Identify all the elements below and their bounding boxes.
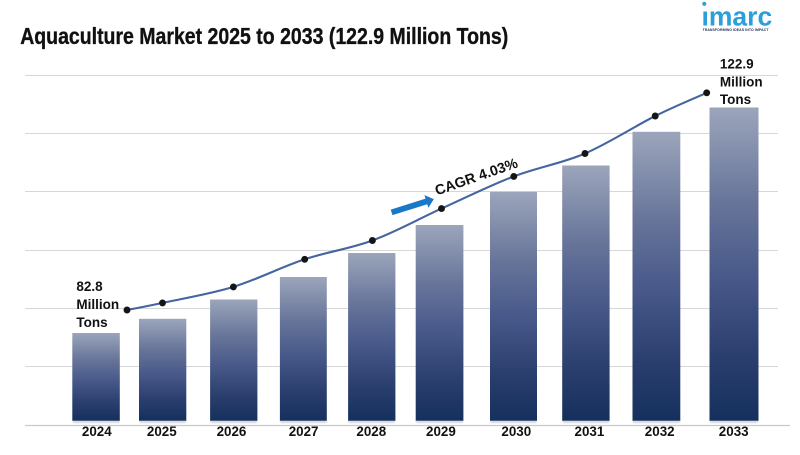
svg-text:2024: 2024 xyxy=(82,424,112,439)
svg-text:82.8: 82.8 xyxy=(76,279,103,294)
svg-text:Million: Million xyxy=(76,297,119,312)
svg-text:2031: 2031 xyxy=(575,424,605,439)
svg-text:2033: 2033 xyxy=(719,424,749,439)
svg-text:122.9: 122.9 xyxy=(720,57,754,72)
svg-text:Aquaculture Market 2025 to 203: Aquaculture Market 2025 to 2033 (122.9 M… xyxy=(20,25,508,50)
svg-text:2029: 2029 xyxy=(426,424,456,439)
svg-text:Tons: Tons xyxy=(720,92,751,107)
svg-text:2025: 2025 xyxy=(147,424,177,439)
svg-text:TRANSFORMING IDEAS INTO IMPACT: TRANSFORMING IDEAS INTO IMPACT xyxy=(703,28,770,32)
svg-text:Tons: Tons xyxy=(76,315,107,330)
svg-text:2032: 2032 xyxy=(645,424,675,439)
svg-text:2028: 2028 xyxy=(356,424,386,439)
svg-text:ımarc: ımarc xyxy=(702,2,773,32)
svg-text:2030: 2030 xyxy=(501,424,531,439)
svg-text:Million: Million xyxy=(720,74,763,89)
svg-text:2026: 2026 xyxy=(217,424,247,439)
svg-text:2027: 2027 xyxy=(289,424,319,439)
